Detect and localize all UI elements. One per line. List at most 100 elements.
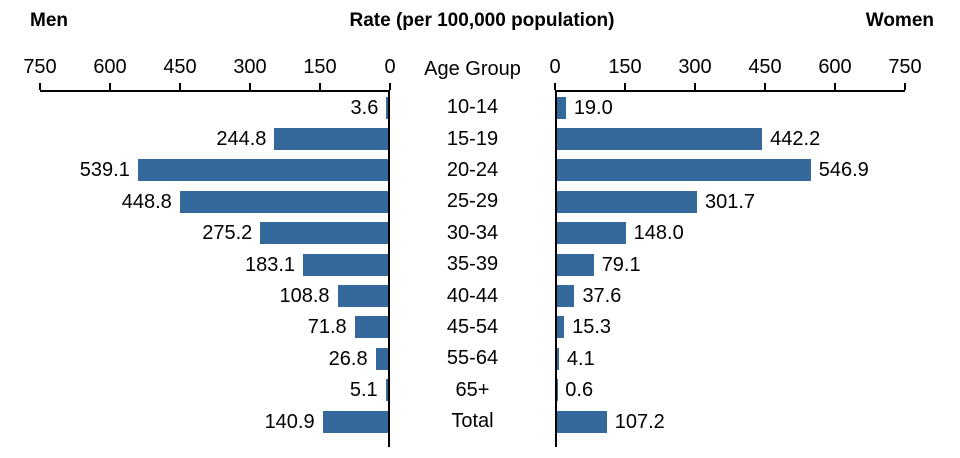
women-value-label: 107.2 bbox=[614, 410, 665, 433]
axis-tick-mark bbox=[624, 83, 626, 90]
women-value-label: 79.1 bbox=[601, 253, 641, 276]
men-row: 275.2 bbox=[40, 218, 388, 249]
axis-tick-label: 300 bbox=[233, 56, 267, 78]
women-value-label: 37.6 bbox=[582, 285, 622, 308]
men-row: 140.9 bbox=[40, 406, 388, 437]
men-value-label: 244.8 bbox=[216, 128, 267, 151]
age-group-label: 40-44 bbox=[446, 284, 499, 307]
axis-tick-label: 450 bbox=[163, 56, 197, 78]
men-value-label: 5.1 bbox=[349, 379, 378, 402]
women-bar bbox=[557, 190, 697, 213]
men-bar bbox=[337, 285, 388, 308]
women-value-label: 15.3 bbox=[572, 316, 612, 339]
men-value-label: 26.8 bbox=[328, 347, 368, 370]
men-value-label: 539.1 bbox=[79, 159, 130, 182]
women-row: 15.3 bbox=[557, 312, 905, 343]
age-group-label: 25-29 bbox=[446, 190, 499, 213]
age-group-label: 35-39 bbox=[446, 253, 499, 276]
men-row: 26.8 bbox=[40, 343, 388, 374]
women-bar bbox=[557, 222, 626, 245]
pyramid-chart: Men Rate (per 100,000 population) Women … bbox=[0, 10, 960, 448]
axis-tick-label: 0 bbox=[384, 56, 396, 78]
axis-tick-label: 600 bbox=[93, 56, 127, 78]
men-value-label: 108.8 bbox=[279, 285, 330, 308]
men-bar bbox=[303, 253, 388, 276]
men-row: 448.8 bbox=[40, 186, 388, 217]
women-bar bbox=[557, 410, 607, 433]
chart-body: 3.6 244.8 539.1 448.8 275.2 183.1 108.8 71.8 26.… bbox=[0, 92, 960, 448]
women-row: 0.6 bbox=[557, 375, 905, 406]
axis-tick-mark bbox=[764, 83, 766, 90]
age-group-label: 10-14 bbox=[446, 96, 499, 119]
women-bar bbox=[557, 253, 594, 276]
age-group-column: 10-14 15-19 20-24 25-29 30-34 35-39 40-44 45-54… bbox=[390, 92, 555, 447]
men-row: 71.8 bbox=[40, 312, 388, 343]
axis-tick-mark bbox=[554, 83, 556, 90]
age-group-header: Age Group bbox=[424, 58, 521, 80]
men-series-label: Men bbox=[30, 10, 68, 31]
chart-title: Rate (per 100,000 population) bbox=[349, 10, 615, 31]
women-bar bbox=[557, 285, 575, 308]
age-group-label: 55-64 bbox=[446, 347, 499, 370]
axis-tick-label: 750 bbox=[23, 56, 57, 78]
axis-tick-label: 450 bbox=[748, 56, 782, 78]
men-value-label: 3.6 bbox=[350, 96, 379, 119]
age-group-label: Total bbox=[451, 410, 494, 433]
men-value-label: 140.9 bbox=[264, 410, 315, 433]
men-row: 5.1 bbox=[40, 375, 388, 406]
axis-tick-mark bbox=[179, 83, 181, 90]
women-row: 442.2 bbox=[557, 123, 905, 154]
men-axis: 0 150 300 450 600 750 bbox=[23, 48, 396, 92]
axis-tick-mark bbox=[109, 83, 111, 90]
age-group-label: 30-34 bbox=[446, 221, 499, 244]
women-bars-panel: 19.0 442.2 546.9 301.7 148.0 79.1 37.6 15.3 4.1 0… bbox=[555, 92, 905, 448]
age-group-label: 45-54 bbox=[446, 315, 499, 338]
women-row: 19.0 bbox=[557, 92, 905, 123]
men-bar bbox=[179, 190, 388, 213]
men-bar bbox=[322, 410, 388, 433]
chart-header: Men Rate (per 100,000 population) Women bbox=[0, 10, 960, 48]
women-row: 107.2 bbox=[557, 406, 905, 437]
women-row: 79.1 bbox=[557, 249, 905, 280]
axis-tick-label: 0 bbox=[549, 56, 561, 78]
age-group-axis-cell: Age Group bbox=[390, 48, 555, 92]
axis-tick-label: 300 bbox=[678, 56, 712, 78]
axis-tick-mark bbox=[834, 83, 836, 90]
women-value-label: 4.1 bbox=[566, 347, 595, 370]
age-group-label: 20-24 bbox=[446, 158, 499, 181]
men-bar bbox=[354, 316, 388, 339]
women-value-label: 301.7 bbox=[704, 190, 756, 213]
women-bar bbox=[557, 128, 763, 151]
men-value-label: 275.2 bbox=[202, 222, 253, 245]
men-bar bbox=[385, 379, 388, 402]
age-group-label: 15-19 bbox=[446, 127, 499, 150]
axis-tick-label: 150 bbox=[303, 56, 337, 78]
men-bar bbox=[274, 128, 388, 151]
axis-tick-mark bbox=[904, 83, 906, 90]
men-bar bbox=[375, 347, 388, 370]
women-value-label: 148.0 bbox=[633, 222, 684, 245]
women-bar bbox=[557, 96, 566, 119]
women-row: 148.0 bbox=[557, 218, 905, 249]
women-value-label: 19.0 bbox=[573, 96, 613, 119]
axis-tick-label: 750 bbox=[888, 56, 922, 78]
women-row: 4.1 bbox=[557, 343, 905, 374]
axis-tick-label: 600 bbox=[818, 56, 852, 78]
axis-tick-mark bbox=[389, 83, 391, 90]
men-row: 3.6 bbox=[40, 92, 388, 123]
women-value-label: 442.2 bbox=[770, 128, 821, 151]
axis-tick-mark bbox=[694, 83, 696, 90]
axis-row: 0 150 300 450 600 750 Age Group 0 150 300 450 600… bbox=[0, 48, 960, 92]
men-bar bbox=[386, 96, 388, 119]
axis-tick-mark bbox=[249, 83, 251, 90]
men-value-label: 183.1 bbox=[244, 253, 296, 276]
women-bar bbox=[557, 347, 559, 370]
women-value-label: 546.9 bbox=[818, 159, 869, 182]
men-value-label: 71.8 bbox=[307, 316, 347, 339]
men-bars-panel: 3.6 244.8 539.1 448.8 275.2 183.1 108.8 71.8 26.… bbox=[40, 92, 390, 448]
women-row: 301.7 bbox=[557, 186, 905, 217]
men-row: 108.8 bbox=[40, 280, 388, 311]
men-row: 539.1 bbox=[40, 155, 388, 186]
women-series-label: Women bbox=[865, 10, 934, 31]
men-value-label: 448.8 bbox=[121, 190, 172, 213]
